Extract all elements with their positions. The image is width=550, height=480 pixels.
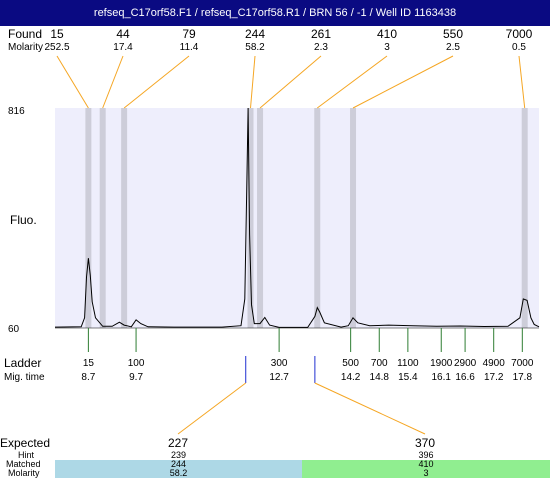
- found-peak-size: 15: [50, 27, 64, 41]
- expected-label: Expected: [0, 436, 50, 450]
- ladder-size: 15: [83, 358, 95, 369]
- peak-band: [314, 108, 321, 328]
- expected-callout-line: [177, 382, 247, 435]
- found-peak-molarity: 58.2: [245, 42, 265, 53]
- ladder-mig-time: 16.1: [432, 372, 452, 383]
- ladder-mig-time: 14.2: [341, 372, 361, 383]
- peak-callout-line: [56, 55, 89, 109]
- hint-label: Hint: [18, 450, 35, 460]
- y-tick-max: 816: [8, 106, 25, 117]
- peak-callout-line: [518, 55, 526, 109]
- ladder-size: 100: [128, 358, 145, 369]
- y-tick-min: 60: [8, 324, 20, 335]
- found-peak-size: 79: [182, 27, 196, 41]
- peak-callout-line: [316, 55, 388, 109]
- peak-callout-line: [250, 55, 256, 109]
- found-peak-molarity: 252.5: [44, 42, 69, 53]
- plot-area: [55, 108, 539, 328]
- molarity-value: 58.2: [55, 469, 302, 478]
- peak-band: [247, 108, 254, 328]
- fluo-axis-label: Fluo.: [10, 213, 37, 227]
- molarity-value: 3: [302, 469, 550, 478]
- ladder-mig-time: 17.2: [484, 372, 504, 383]
- peak-callout-line: [352, 55, 454, 109]
- found-peak-size: 7000: [506, 27, 533, 41]
- found-peak-molarity: 17.4: [113, 42, 133, 53]
- fluorescence-trace: [54, 107, 540, 328]
- ladder-mig-time: 17.8: [513, 372, 533, 383]
- mig-time-label: Mig. time: [4, 372, 45, 383]
- peak-callout-line: [259, 55, 322, 109]
- found-peak-molarity: 0.5: [512, 42, 526, 53]
- ladder-size: 300: [271, 358, 288, 369]
- hint-value: 239: [170, 450, 187, 460]
- found-peak-size: 550: [443, 27, 463, 41]
- ladder-label: Ladder: [4, 356, 41, 370]
- found-peak-molarity: 2.3: [314, 42, 328, 53]
- hint-value: 396: [418, 450, 434, 460]
- peak-callout-line: [102, 55, 124, 109]
- peak-band: [521, 108, 528, 328]
- found-label: Found: [8, 27, 42, 41]
- ladder-size: 4900: [483, 358, 506, 369]
- ladder-mig-time: 16.6: [455, 372, 475, 383]
- found-peak-molarity: 11.4: [180, 42, 199, 53]
- matched-value: 244: [55, 460, 302, 469]
- ladder-row: 15 8.7 100 9.7 300 12.7 500 14.2 700 14.8 1100 15.4…: [81, 328, 534, 383]
- molarity-label: Molarity: [8, 42, 43, 53]
- ladder-size: 700: [371, 358, 388, 369]
- expected-row: 227 370: [168, 356, 435, 450]
- expected-callout-line: [314, 382, 426, 435]
- peak-band: [121, 108, 128, 328]
- matched-label: Matched: [6, 459, 41, 469]
- molarity-bottom-label: Molarity: [8, 468, 40, 478]
- peak-band: [99, 108, 106, 328]
- ladder-mig-time: 15.4: [398, 372, 418, 383]
- found-peak-molarity: 2.5: [446, 42, 460, 53]
- ladder-size: 2900: [454, 358, 477, 369]
- expected-size: 370: [415, 436, 435, 450]
- peak-band: [257, 108, 264, 328]
- found-peak-size: 44: [116, 27, 130, 41]
- peak-band: [85, 108, 92, 328]
- expected-size: 227: [168, 436, 188, 450]
- ladder-mig-time: 12.7: [269, 372, 289, 383]
- found-peak-size: 410: [377, 27, 397, 41]
- found-peak-molarity: 3: [384, 42, 390, 53]
- peak-band: [350, 108, 357, 328]
- ladder-mig-time: 14.8: [370, 372, 390, 383]
- ladder-size: 1100: [397, 358, 419, 369]
- ladder-mig-time: 8.7: [81, 372, 95, 383]
- peak-callout-lines: [56, 55, 526, 109]
- window-title: refseq_C17orf58.F1 / refseq_C17orf58.R1 …: [0, 0, 550, 26]
- ladder-size: 500: [342, 358, 359, 369]
- peak-bands: [85, 108, 528, 328]
- ladder-size: 7000: [511, 358, 534, 369]
- ladder-mig-time: 9.7: [129, 372, 143, 383]
- ladder-size: 1900: [430, 358, 453, 369]
- found-peak-size: 261: [311, 27, 331, 41]
- matched-value: 410: [302, 460, 550, 469]
- found-peak-size: 244: [245, 27, 265, 41]
- peak-callout-line: [123, 55, 190, 109]
